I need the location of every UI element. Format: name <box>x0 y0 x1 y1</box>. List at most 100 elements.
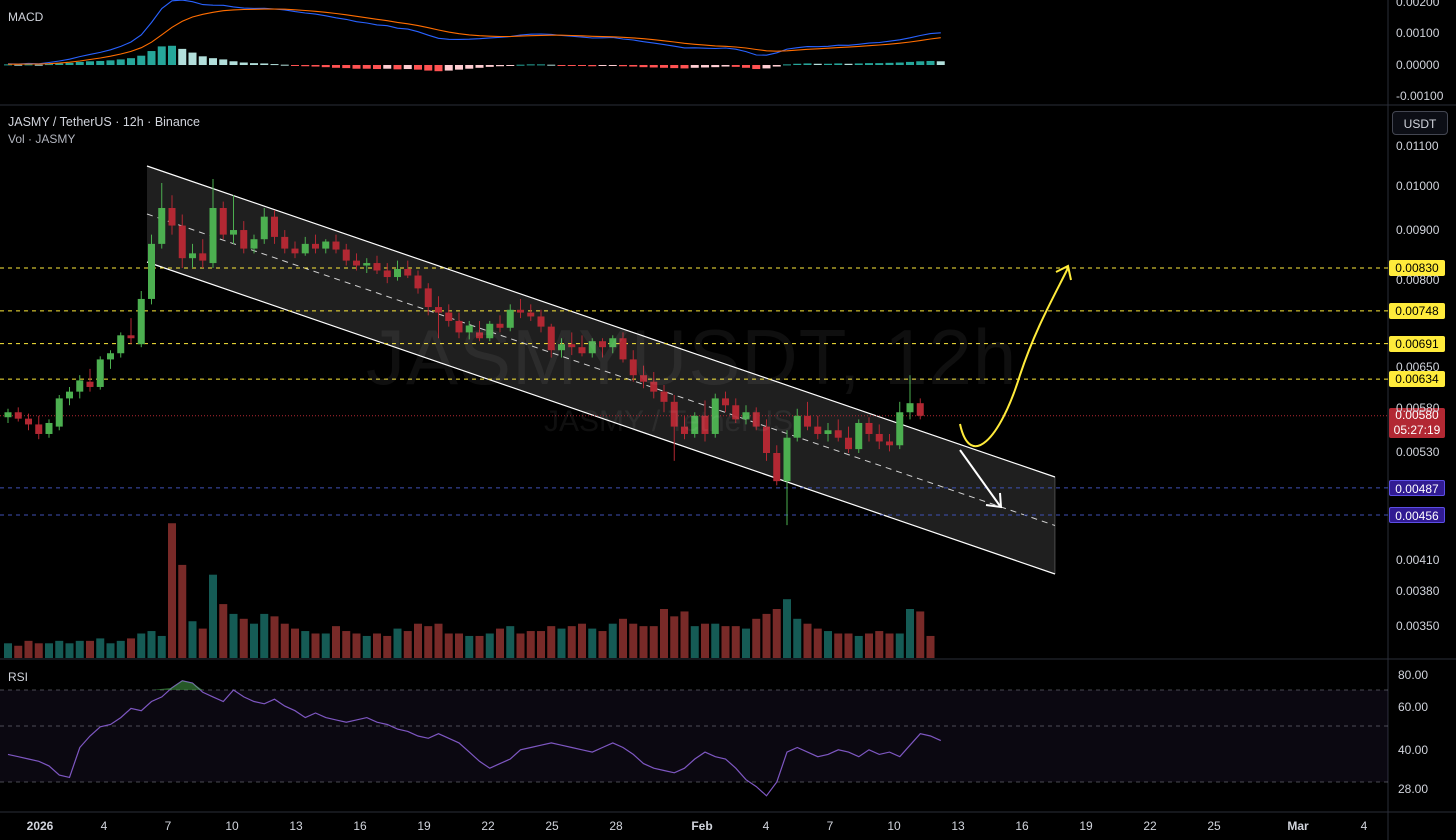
candle-body <box>763 426 770 453</box>
volume-bar <box>865 633 873 658</box>
price-tag-tag-00634[interactable]: 0.00634 <box>1389 371 1445 388</box>
volume-bar <box>844 633 853 658</box>
candle-body <box>158 207 166 244</box>
macd-hist-bar <box>444 65 453 71</box>
candle-body <box>701 415 709 434</box>
volume-bar <box>96 638 105 658</box>
volume-bar <box>352 633 361 658</box>
macd-hist-bar <box>608 65 617 66</box>
candle-body <box>742 412 750 420</box>
macd-hist-bar <box>670 65 679 69</box>
candle-body <box>814 426 822 434</box>
candle-body <box>137 298 145 345</box>
volume-bar <box>250 623 258 658</box>
macd-hist-bar <box>34 64 43 66</box>
price-tick-label: 0.00530 <box>1396 445 1440 459</box>
macd-hist-bar <box>332 65 340 68</box>
macd-hist-bar <box>24 64 33 66</box>
last-price-tag[interactable]: 0.00580 05:27:19 <box>1389 407 1445 438</box>
time-tick-label: 2026 <box>26 819 54 833</box>
volume-bar <box>649 626 658 658</box>
volume-bar <box>157 635 166 658</box>
volume-bar <box>137 633 146 658</box>
macd-hist-bar <box>895 62 904 65</box>
macd-hist-bar <box>547 64 556 66</box>
candle-countdown: 05:27:19 <box>1393 422 1441 437</box>
price-tick-label: 0.01000 <box>1396 179 1440 193</box>
price-tag-tag-00456[interactable]: 0.00456 <box>1389 507 1445 523</box>
macd-hist-bar <box>414 65 422 70</box>
price-tag-tag-00748[interactable]: 0.00748 <box>1389 302 1445 319</box>
macd-hist-bar <box>75 61 84 65</box>
volume-bar <box>86 640 94 658</box>
bearish-arrow-head <box>985 492 1003 509</box>
volume-bar <box>926 635 935 658</box>
price-tag-tag-00691[interactable]: 0.00691 <box>1389 335 1445 352</box>
macd-hist-bar <box>598 65 607 66</box>
rsi-tick-label: 60.00 <box>1398 700 1429 714</box>
rsi-tick-label: 28.00 <box>1398 782 1429 796</box>
candle-body <box>35 424 43 434</box>
volume-bar <box>824 631 832 658</box>
macd-hist-bar <box>588 65 597 67</box>
candle-body <box>424 288 432 308</box>
volume-bar <box>516 633 525 658</box>
candle-body <box>691 415 699 434</box>
price-tag-tag-00487[interactable]: 0.00487 <box>1389 479 1445 496</box>
macd-hist-bar <box>280 64 289 66</box>
macd-hist-bar <box>96 60 105 65</box>
bullish-arrow-head <box>1055 264 1072 281</box>
volume-bar <box>496 628 504 658</box>
macd-hist-bar <box>824 63 832 65</box>
candle-body <box>804 415 811 427</box>
macd-hist-bar <box>434 65 443 72</box>
macd-hist-bar <box>465 65 474 69</box>
volume-bar <box>916 611 925 658</box>
candle-body <box>189 253 196 259</box>
rsi-tick-label: 80.00 <box>1398 668 1429 682</box>
candle-body <box>250 239 258 249</box>
price-tick-label: 0.00650 <box>1396 360 1440 374</box>
candle-body <box>896 412 904 446</box>
candle-body <box>588 341 596 354</box>
symbol-title[interactable]: JASMY / TetherUS · 12h · Binance <box>8 115 200 129</box>
macd-hist-bar <box>157 46 166 65</box>
macd-hist-bar <box>178 48 187 65</box>
time-tick-label: 28 <box>609 819 623 833</box>
volume-bar <box>209 574 217 658</box>
time-tick-label: 22 <box>1143 819 1157 833</box>
currency-button[interactable]: USDT <box>1392 111 1448 135</box>
macd-hist-bar <box>373 65 381 70</box>
candle-body <box>322 241 330 249</box>
macd-hist-bar <box>854 63 863 65</box>
macd-hist-bar <box>496 65 504 67</box>
price-tick-label: 0.00380 <box>1396 584 1440 598</box>
candle-body <box>660 391 668 402</box>
volume-bar <box>229 613 238 658</box>
time-tick-label: 19 <box>1079 819 1093 833</box>
price-tick-label: 0.00580 <box>1396 401 1440 415</box>
volume-bar <box>885 633 894 658</box>
volume-bar <box>65 643 74 658</box>
candle-body <box>260 216 268 240</box>
macd-hist-bar <box>834 63 843 65</box>
volume-bar <box>403 631 412 658</box>
watermark-symbol: JASMYUSDT, 12h <box>366 313 1018 401</box>
macd-hist-bar <box>393 65 402 70</box>
volume-bar <box>578 623 586 658</box>
macd-hist-bar <box>875 63 884 65</box>
candle-body <box>127 335 135 339</box>
macd-hist-bar <box>14 64 23 66</box>
volume-bar <box>752 618 761 658</box>
macd-hist-bar <box>731 65 740 67</box>
volume-bar <box>373 633 381 658</box>
volume-bar <box>731 626 740 658</box>
volume-bar <box>4 643 12 658</box>
macd-hist-bar <box>772 65 781 67</box>
volume-bar <box>475 635 484 658</box>
macd-hist-bar <box>321 65 330 68</box>
macd-hist-bar <box>65 62 74 65</box>
macd-hist-bar <box>506 65 515 66</box>
price-tag-tag-00830[interactable]: 0.00830 <box>1389 260 1445 276</box>
